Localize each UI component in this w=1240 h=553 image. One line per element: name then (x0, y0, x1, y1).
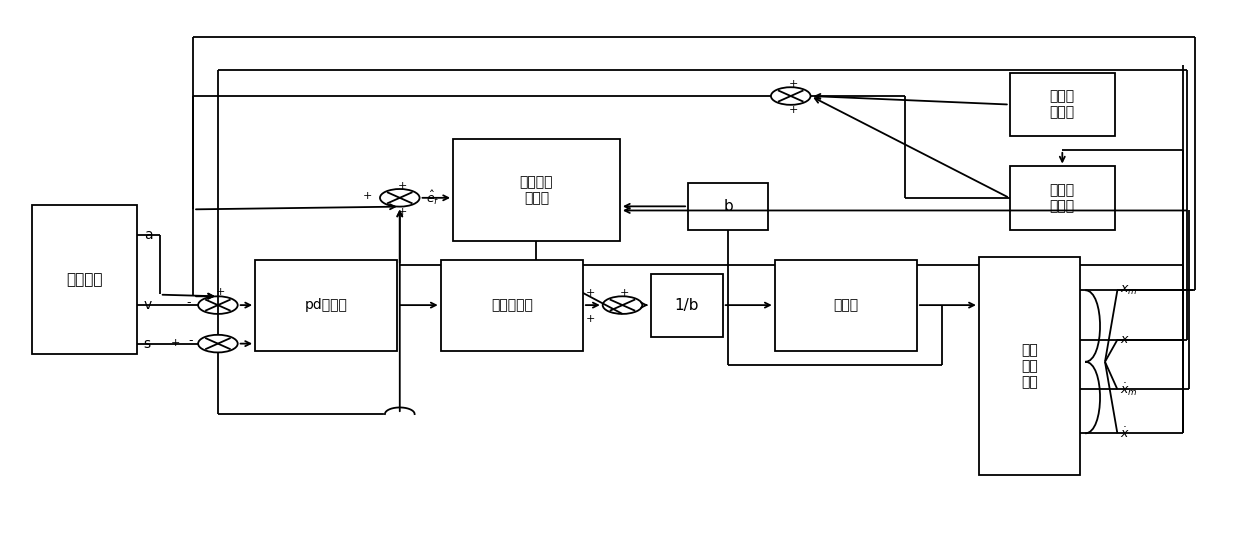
Text: $\hat{e}_f$: $\hat{e}_f$ (425, 189, 440, 207)
Text: +: + (585, 288, 595, 298)
Text: 陷波滤波器: 陷波滤波器 (491, 299, 533, 312)
FancyBboxPatch shape (32, 205, 138, 353)
Text: 扩张状态
观测器: 扩张状态 观测器 (520, 175, 553, 205)
Text: $x_m$: $x_m$ (1120, 284, 1137, 297)
Text: +: + (363, 191, 372, 201)
Text: -: - (188, 335, 193, 347)
FancyBboxPatch shape (688, 183, 769, 229)
Text: v: v (144, 298, 153, 312)
Text: 驱动器: 驱动器 (833, 299, 858, 312)
Text: 刚柔
耦合
平台: 刚柔 耦合 平台 (1022, 343, 1038, 389)
Text: 运动规划: 运动规划 (67, 272, 103, 287)
FancyBboxPatch shape (1009, 73, 1115, 136)
FancyBboxPatch shape (651, 274, 723, 337)
Text: 柔性铰
链刚度: 柔性铰 链刚度 (1050, 90, 1075, 119)
Text: +: + (789, 79, 797, 89)
Text: $\dot{x}$: $\dot{x}$ (1120, 426, 1130, 441)
Text: +: + (398, 207, 407, 217)
Text: $\dot{x}_m$: $\dot{x}_m$ (1120, 381, 1137, 398)
Text: +: + (585, 314, 595, 324)
Text: $x$: $x$ (1120, 333, 1130, 346)
Text: +: + (620, 288, 630, 298)
Text: b: b (723, 199, 733, 214)
Text: a: a (144, 228, 153, 242)
Text: +: + (171, 337, 181, 347)
Text: pd控制器: pd控制器 (305, 299, 347, 312)
FancyBboxPatch shape (255, 260, 397, 351)
Text: 柔性铰
链阻尼: 柔性铰 链阻尼 (1050, 183, 1075, 213)
FancyBboxPatch shape (978, 257, 1080, 474)
Text: s: s (144, 337, 151, 351)
Text: -: - (186, 296, 191, 309)
FancyBboxPatch shape (453, 139, 620, 241)
Text: +: + (789, 105, 797, 115)
Text: 1/b: 1/b (675, 298, 699, 313)
FancyBboxPatch shape (440, 260, 583, 351)
FancyBboxPatch shape (1009, 166, 1115, 229)
Text: +: + (216, 287, 226, 297)
Text: +: + (398, 181, 407, 191)
FancyBboxPatch shape (775, 260, 916, 351)
